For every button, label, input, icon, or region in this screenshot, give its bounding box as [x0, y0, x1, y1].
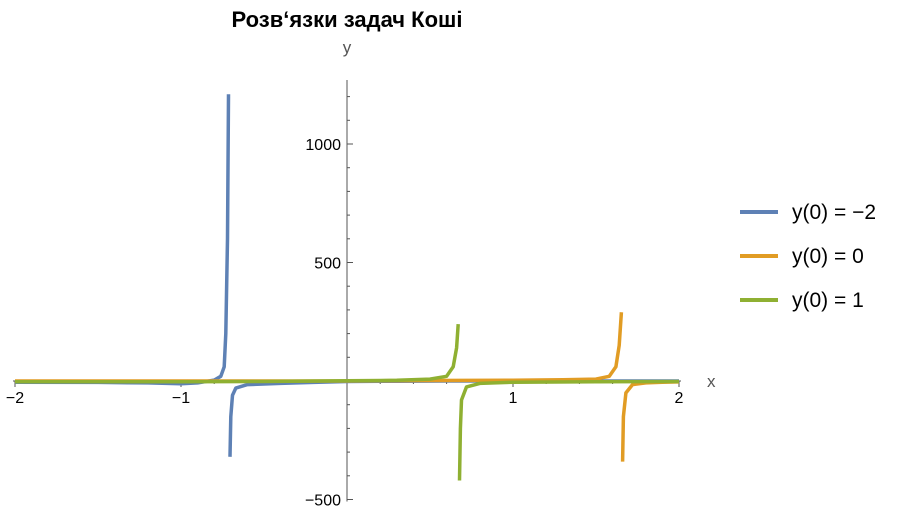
legend-label: y(0) = 1 [792, 289, 864, 312]
x-tick-label: −1 [172, 390, 190, 407]
series-line [620, 380, 680, 462]
x-tick-label: −2 [6, 390, 24, 407]
y-tick-label: 500 [314, 256, 341, 273]
legend-item: y(0) = −2 [740, 201, 876, 224]
legend-label: y(0) = 0 [792, 245, 864, 268]
plot-area [14, 94, 680, 481]
series-line [15, 312, 624, 383]
x-ticks: −2 −1 1 2 [6, 381, 684, 407]
y-tick-label: −500 [305, 493, 341, 510]
y-ticks: −500 500 1000 [305, 96, 353, 510]
series-line [228, 379, 679, 457]
legend-label: y(0) = −2 [792, 201, 876, 224]
y-axis-label: y [343, 38, 352, 57]
y-axis: −500 500 1000 [305, 80, 353, 510]
series-line [14, 94, 231, 386]
chart-title: Розв‘язки задач Коші [232, 7, 463, 32]
series-3 [15, 323, 680, 481]
x-tick-label: 2 [675, 390, 684, 407]
legend-item: y(0) = 1 [740, 289, 864, 312]
legend: y(0) = −2 y(0) = 0 y(0) = 1 [740, 201, 876, 312]
legend-item: y(0) = 0 [740, 245, 864, 268]
x-tick-label: 1 [509, 390, 518, 407]
series-line [457, 379, 680, 481]
y-tick-label: 1000 [305, 137, 341, 154]
x-axis: −2 −1 1 2 [6, 380, 684, 407]
x-axis-label: x [707, 372, 716, 391]
series-line [15, 323, 460, 384]
